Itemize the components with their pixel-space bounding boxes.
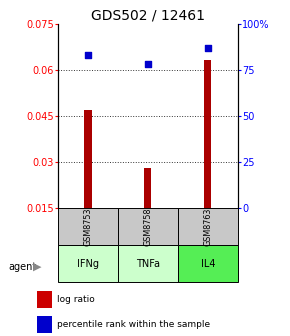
- Bar: [37, 316, 52, 333]
- Bar: [84, 110, 92, 208]
- Text: agent: agent: [9, 262, 37, 272]
- Bar: [144, 168, 151, 208]
- Bar: [58, 245, 118, 282]
- Text: IL4: IL4: [201, 259, 215, 269]
- Bar: [118, 245, 178, 282]
- Bar: [37, 291, 52, 308]
- Bar: [118, 208, 178, 245]
- Text: percentile rank within the sample: percentile rank within the sample: [57, 321, 210, 329]
- Point: [206, 45, 210, 50]
- Text: TNFa: TNFa: [136, 259, 160, 269]
- Bar: [178, 208, 238, 245]
- Title: GDS502 / 12461: GDS502 / 12461: [91, 8, 205, 23]
- Text: IFNg: IFNg: [77, 259, 99, 269]
- Point: [146, 61, 150, 67]
- Bar: [58, 208, 118, 245]
- Point: [86, 52, 90, 58]
- Text: GSM8758: GSM8758: [143, 208, 153, 246]
- Text: GSM8753: GSM8753: [84, 208, 93, 246]
- Text: ▶: ▶: [33, 262, 42, 272]
- Text: log ratio: log ratio: [57, 295, 95, 304]
- Bar: [178, 245, 238, 282]
- Bar: [204, 60, 211, 208]
- Text: GSM8763: GSM8763: [203, 208, 212, 246]
